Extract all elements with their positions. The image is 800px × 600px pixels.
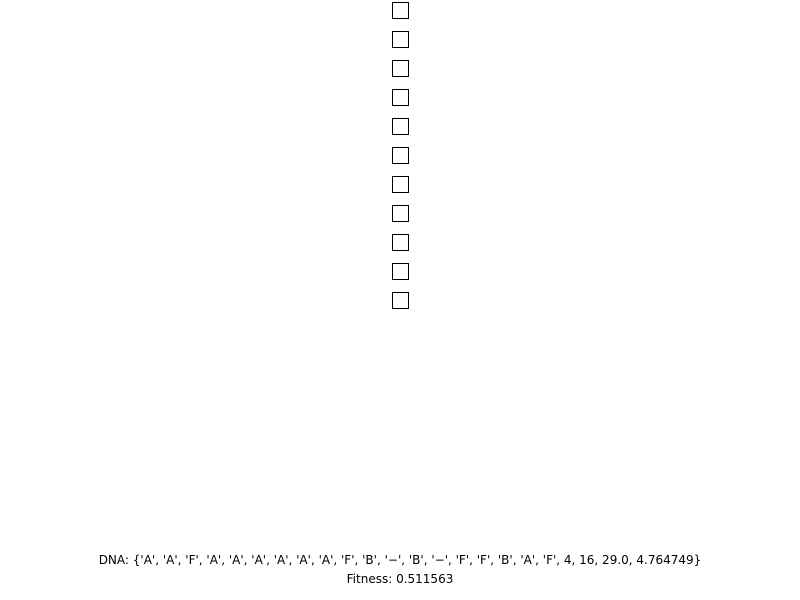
square-shape [392,147,409,164]
square-shape [392,292,409,309]
square-shape [392,176,409,193]
square-shape [392,263,409,280]
square-shape [392,60,409,77]
square-shape [392,234,409,251]
square-shape [392,31,409,48]
square-shape [392,205,409,222]
square-shape [392,89,409,106]
square-shape [392,2,409,19]
dna-readout: DNA: {'A', 'A', 'F', 'A', 'A', 'A', 'A',… [98,553,702,567]
shape-stack [392,2,409,321]
square-shape [392,118,409,135]
fitness-readout: Fitness: 0.511563 [346,572,454,586]
